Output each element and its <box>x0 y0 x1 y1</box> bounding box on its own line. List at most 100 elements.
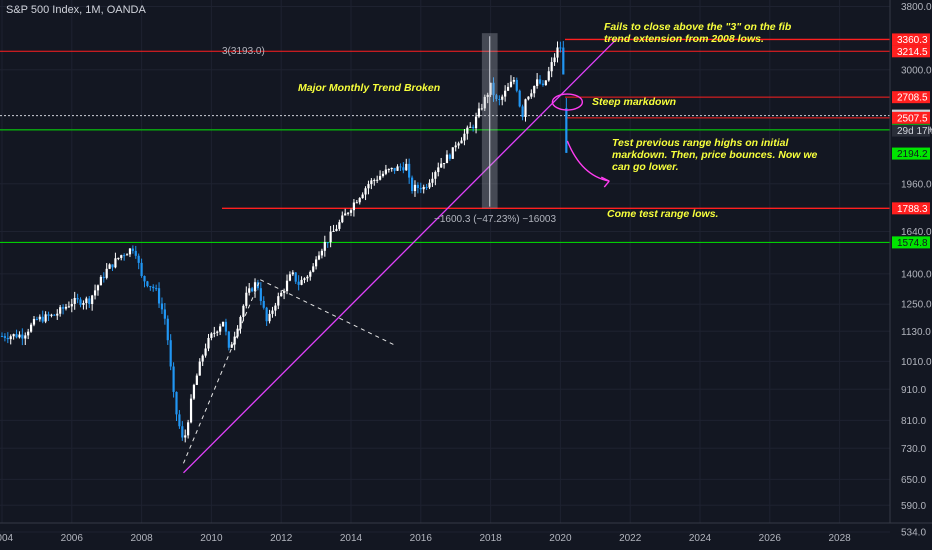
time-tick-label: 2014 <box>340 533 363 544</box>
candle-body <box>140 262 143 277</box>
time-tick-label: 2016 <box>410 533 433 544</box>
time-tick-label: 2028 <box>828 533 851 544</box>
countdown-tag-label: 29d 17h <box>897 126 932 137</box>
candle-body <box>320 250 324 256</box>
candle-body <box>230 344 233 348</box>
candle-body <box>384 169 387 174</box>
candle-body <box>547 71 550 81</box>
candle-body <box>396 166 399 171</box>
candle-body <box>251 288 254 292</box>
price-tag-label: 2507.5 <box>897 113 928 124</box>
candle-body <box>344 213 347 216</box>
candle-body <box>32 318 36 325</box>
candle-body <box>504 90 507 97</box>
candle-body <box>99 276 102 286</box>
candle-body <box>146 281 149 287</box>
candle-body <box>378 176 382 180</box>
candle-body <box>288 274 292 281</box>
candle-body <box>530 93 533 97</box>
candle-body <box>233 336 236 345</box>
candle-body <box>79 299 82 305</box>
candle-body <box>425 186 428 188</box>
candle-body <box>9 336 12 340</box>
price-tick-label: 3800.0 <box>901 2 932 13</box>
candle-body <box>166 318 169 341</box>
candle-body <box>437 167 440 173</box>
candle-body <box>88 298 91 304</box>
price-tick-label: 3000.0 <box>901 65 932 76</box>
trendline-dashed <box>260 279 397 347</box>
chart-title[interactable]: S&P 500 Index, 1M, OANDA <box>6 4 146 16</box>
price-tick-label: 1400.0 <box>901 269 932 280</box>
candle-body <box>460 140 463 144</box>
price-tick-label: 910.0 <box>901 385 926 396</box>
candle-body <box>114 258 117 268</box>
annotation-steep-markdown: Steep markdown <box>592 96 676 108</box>
candle-body <box>440 163 443 168</box>
candle-body <box>480 108 483 110</box>
candle-body <box>466 127 469 134</box>
candles <box>0 41 568 443</box>
candle-body <box>416 184 419 188</box>
candle-body <box>457 143 460 146</box>
price-tag-label: 3214.5 <box>897 47 928 58</box>
price-axis[interactable] <box>890 0 932 523</box>
candle-body <box>120 255 123 258</box>
price-tag-label: 2708.5 <box>897 93 928 104</box>
price-tick-label: 1130.0 <box>901 327 931 338</box>
candle-body <box>201 355 204 362</box>
price-tag-bg <box>892 111 930 124</box>
candle-body <box>419 187 422 190</box>
candle-body <box>451 147 454 159</box>
candle-body <box>408 163 411 178</box>
candle-body <box>253 282 257 292</box>
price-tag-bg <box>892 202 930 215</box>
candle-body <box>204 348 207 356</box>
time-axis-ticks[interactable]: 2004 2006 2008 2010 2012 2014 2016 2018 2020 2022… <box>0 533 851 544</box>
candle-body <box>169 340 172 367</box>
candle-body <box>512 79 515 82</box>
trendlines <box>183 38 617 474</box>
candle-body <box>303 278 306 280</box>
annotation-fails-line2: trend extension from 2008 lows. <box>604 33 764 45</box>
candle-body <box>213 332 216 334</box>
time-tick-label: 2024 <box>689 533 712 544</box>
candle-body <box>184 435 187 438</box>
candle-body <box>6 337 9 340</box>
bounce-arrow <box>566 140 610 182</box>
candle-body <box>128 248 132 255</box>
price-tick-label: 590.0 <box>901 501 926 512</box>
candle-body <box>137 255 140 263</box>
candle-body <box>175 391 178 415</box>
candle-body <box>259 288 262 301</box>
candle-body <box>367 184 370 189</box>
price-tick-label: 730.0 <box>901 444 926 455</box>
price-axis-ticks: 3800.03000.02400.01960.01640.01400.01250… <box>901 2 932 539</box>
candle-body <box>96 285 100 291</box>
candle-body <box>559 47 562 49</box>
candle-body <box>527 96 530 100</box>
candle-body <box>338 222 341 229</box>
candle-body <box>262 300 265 308</box>
time-tick-label: 2026 <box>759 533 782 544</box>
candle-body <box>477 108 481 117</box>
candle-body <box>216 331 219 333</box>
candle-body <box>210 333 213 338</box>
candle-body <box>198 361 201 376</box>
candle-body <box>271 310 274 314</box>
overlays <box>481 33 610 209</box>
price-tag-bg <box>892 91 930 104</box>
bounce-arrowhead <box>600 176 610 188</box>
candle-body <box>326 242 329 244</box>
horizontal-levels <box>0 38 890 243</box>
annotation-test-line1: Test previous range highs on initial <box>612 137 789 149</box>
candle-body <box>236 328 239 337</box>
price-tag-label: 2194.2 <box>897 149 928 160</box>
price-tick-label: 1250.0 <box>901 300 932 311</box>
candle-body <box>405 163 408 171</box>
candle-body <box>91 295 94 304</box>
annotation-test-line2: markdown. Then, price bounces. Now we <box>612 149 818 161</box>
candle-body <box>556 47 559 58</box>
countdown-tag-bg <box>892 124 930 137</box>
